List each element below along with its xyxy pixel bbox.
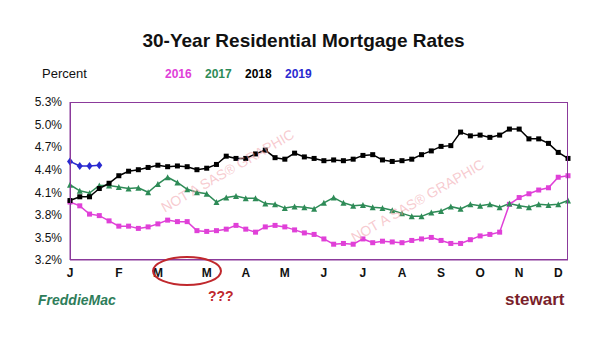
html-text:2017: 2017 [205, 67, 232, 81]
svg-text:5.0%: 5.0% [35, 118, 63, 132]
svg-text:3.2%: 3.2% [35, 253, 63, 267]
svg-text:N: N [515, 266, 524, 280]
svg-text:D: D [554, 266, 563, 280]
svg-text:S: S [437, 266, 445, 280]
html-text:2019: 2019 [285, 67, 312, 81]
html-text:30-Year Residential Mortgage R: 30-Year Residential Mortgage Rates [142, 30, 465, 51]
svg-text:M: M [153, 266, 163, 280]
html-text:2016: 2016 [165, 67, 192, 81]
svg-text:A: A [398, 266, 407, 280]
svg-text:4.4%: 4.4% [35, 163, 63, 177]
svg-text:M: M [280, 266, 290, 280]
svg-text:A: A [241, 266, 250, 280]
svg-text:3.5%: 3.5% [35, 231, 63, 245]
html-text:2018: 2018 [245, 67, 272, 81]
svg-text:3.8%: 3.8% [35, 208, 63, 222]
html-text:stewart: stewart [505, 290, 565, 309]
html-text:Percent: Percent [42, 66, 87, 81]
svg-text:F: F [115, 266, 122, 280]
svg-text:NOT A SAS® GRAPHIC: NOT A SAS® GRAPHIC [158, 126, 297, 215]
svg-text:M: M [202, 266, 212, 280]
svg-text:O: O [475, 266, 484, 280]
svg-text:4.7%: 4.7% [35, 140, 63, 154]
svg-text:J: J [321, 266, 328, 280]
html-text:FreddieMac: FreddieMac [38, 292, 116, 308]
svg-text:5.3%: 5.3% [35, 95, 63, 109]
svg-text:NOT A SAS® GRAPHIC: NOT A SAS® GRAPHIC [348, 156, 487, 245]
svg-text:4.1%: 4.1% [35, 186, 63, 200]
svg-text:J: J [67, 266, 74, 280]
svg-text:J: J [360, 266, 367, 280]
